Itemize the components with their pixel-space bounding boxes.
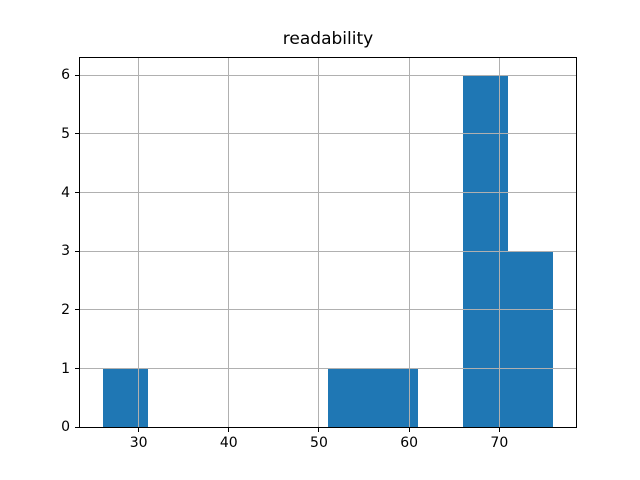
chart-title: readability xyxy=(282,29,374,49)
x-tick-mark xyxy=(408,427,410,433)
gridline-horizontal xyxy=(80,368,576,370)
gridline-horizontal xyxy=(80,133,576,135)
y-tick-label: 5 xyxy=(61,125,70,142)
gridline-vertical xyxy=(228,57,230,428)
gridline-vertical xyxy=(408,57,410,428)
histogram-bar xyxy=(328,368,374,428)
y-tick-mark xyxy=(75,426,80,428)
x-tick-label: 50 xyxy=(310,434,328,451)
x-tick-mark xyxy=(498,427,500,433)
x-tick-label: 40 xyxy=(219,434,238,451)
y-tick-mark xyxy=(75,74,80,76)
x-tick-label: 60 xyxy=(400,434,419,451)
x-tick-mark xyxy=(138,427,140,433)
gridline-vertical xyxy=(318,57,320,428)
y-tick-label: 4 xyxy=(61,184,70,201)
histogram-bar xyxy=(102,368,148,428)
y-tick-mark xyxy=(75,133,80,135)
plot-area xyxy=(80,57,576,428)
y-tick-mark xyxy=(75,309,80,311)
gridline-vertical xyxy=(138,57,140,428)
gridline-vertical xyxy=(498,57,500,428)
gridline-horizontal xyxy=(80,74,576,76)
y-tick-label: 3 xyxy=(61,243,70,260)
histogram-bar xyxy=(373,368,419,428)
x-tick-label: 30 xyxy=(129,434,148,451)
x-tick-label: 70 xyxy=(490,434,509,451)
y-tick-label: 2 xyxy=(61,301,70,318)
y-tick-mark xyxy=(75,192,80,194)
y-tick-label: 6 xyxy=(61,67,70,84)
y-tick-label: 0 xyxy=(61,419,70,436)
y-tick-label: 1 xyxy=(61,360,70,377)
y-tick-mark xyxy=(75,250,80,252)
y-tick-mark xyxy=(75,368,80,370)
histogram-bar xyxy=(508,251,554,428)
gridline-horizontal xyxy=(80,192,576,194)
x-tick-mark xyxy=(228,427,230,433)
gridline-horizontal xyxy=(80,250,576,252)
gridline-horizontal xyxy=(80,309,576,311)
x-tick-mark xyxy=(318,427,320,433)
